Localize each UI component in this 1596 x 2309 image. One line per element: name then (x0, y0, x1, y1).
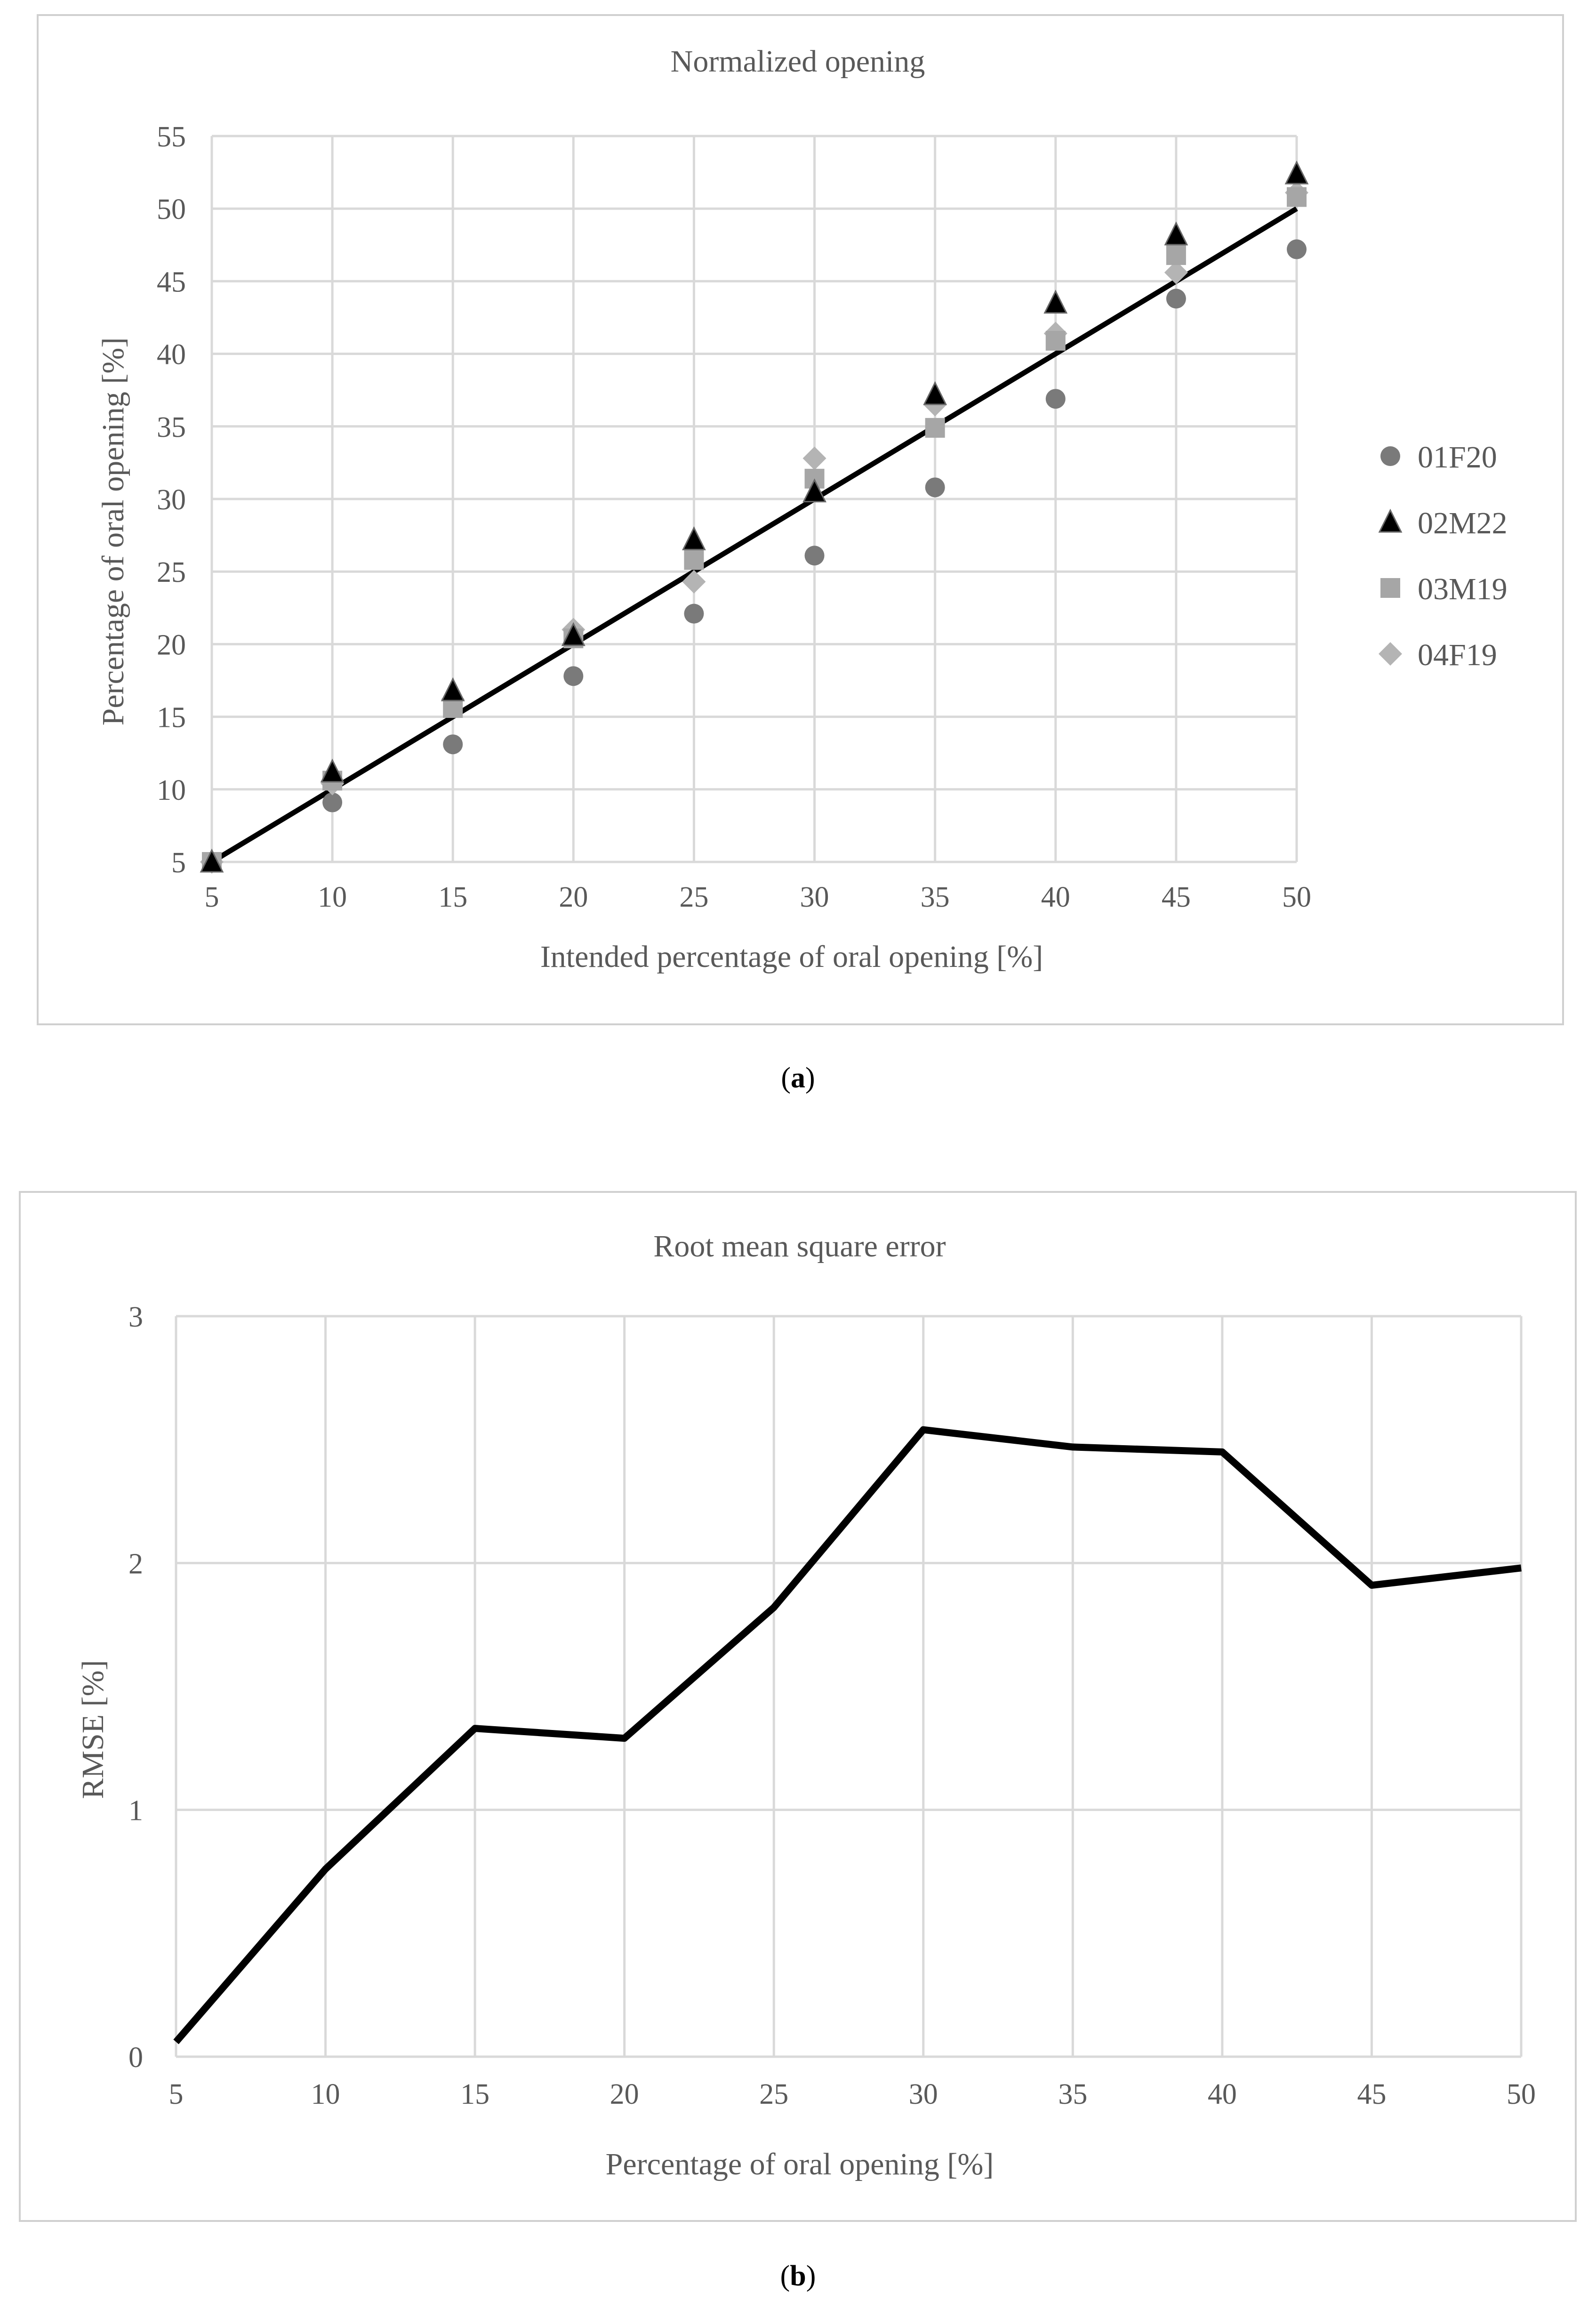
point-03M19 (443, 698, 463, 718)
chart-a-ylabel: Percentage of oral opening [%] (96, 338, 130, 726)
chart-a-reference-line (210, 206, 1298, 864)
x-tick-label: 45 (1357, 2078, 1386, 2110)
y-tick-label: 1 (128, 1795, 143, 1827)
caption-a: (a) (781, 1062, 815, 1094)
x-tick-label: 25 (679, 881, 708, 913)
chart-b-title: Root mean square error (653, 1229, 946, 1263)
legend-marker-02M22 (1378, 508, 1403, 533)
x-tick-label: 45 (1162, 881, 1191, 913)
chart-a-gridlines (210, 135, 1298, 863)
y-tick-label: 25 (157, 556, 186, 588)
point-02M22 (200, 848, 224, 873)
point-03M19 (684, 550, 704, 570)
x-tick-label: 40 (1041, 881, 1070, 913)
x-tick-label: 20 (610, 2078, 639, 2110)
x-tick-label: 15 (460, 2078, 489, 2110)
x-tick-label: 10 (311, 2078, 340, 2110)
point-01F20 (1045, 389, 1066, 409)
y-tick-label: 0 (128, 2042, 143, 2074)
x-tick-label: 15 (438, 881, 467, 913)
y-tick-label: 10 (157, 774, 186, 806)
point-02M22 (1284, 160, 1309, 185)
point-01F20 (1287, 239, 1307, 259)
legend-label: 03M19 (1418, 572, 1508, 606)
point-02M22 (802, 478, 826, 503)
point-01F20 (804, 546, 825, 566)
x-tick-label: 35 (921, 881, 950, 913)
legend-label: 02M22 (1418, 506, 1508, 540)
y-tick-label: 50 (157, 193, 186, 225)
legend-label: 01F20 (1418, 440, 1497, 475)
point-03M19 (1287, 187, 1307, 207)
y-tick-label: 30 (157, 484, 186, 516)
y-tick-label: 45 (157, 266, 186, 298)
x-tick-label: 50 (1507, 2078, 1536, 2110)
point-04F19 (1164, 260, 1188, 284)
point-02M22 (682, 526, 706, 550)
y-tick-label: 40 (157, 339, 186, 371)
chart-a-xlabel: Intended percentage of oral opening [%] (540, 940, 1043, 974)
chart-a-points (200, 160, 1309, 874)
normalized-opening-chart: Normalized opening 5 10 15 20 25 30 35 40 45 50 5 1… (96, 44, 1508, 974)
chart-a-tick-labels: 5 10 15 20 25 30 35 40 45 50 5 10 15 20 25 30 35 40 45 50 55 (157, 121, 1311, 913)
point-01F20 (563, 666, 584, 686)
chart-b-ylabel: RMSE [%] (76, 1660, 110, 1799)
chart-b-series (173, 1426, 1522, 2044)
y-tick-label: 20 (157, 629, 186, 661)
chart-b-xlabel: Percentage of oral opening [%] (606, 2147, 994, 2181)
x-tick-label: 10 (318, 881, 347, 913)
point-02M22 (561, 622, 585, 646)
point-04F19 (802, 446, 826, 470)
point-03M19 (925, 418, 945, 438)
point-01F20 (322, 792, 343, 813)
y-tick-label: 3 (128, 1301, 143, 1333)
chart-a-title: Normalized opening (671, 44, 925, 79)
x-tick-label: 40 (1208, 2078, 1237, 2110)
rmse-chart: Root mean square error 5 10 15 20 25 30 35 40 45… (76, 1229, 1536, 2181)
x-tick-label: 5 (205, 881, 219, 913)
x-tick-label: 35 (1058, 2078, 1087, 2110)
x-tick-label: 20 (559, 881, 588, 913)
chart-panel-a: Normalized opening 5 10 15 20 25 30 35 40 45 50 5 1… (37, 14, 1564, 1025)
reference-line (210, 206, 1298, 864)
y-tick-label: 55 (157, 121, 186, 153)
rmse-line (173, 1426, 1522, 2044)
legend-marker-04F19 (1379, 642, 1402, 666)
x-tick-label: 5 (169, 2078, 184, 2110)
point-01F20 (684, 603, 704, 624)
point-01F20 (1166, 289, 1186, 309)
y-tick-label: 15 (157, 702, 186, 734)
point-01F20 (443, 734, 463, 755)
chart-a-legend: 01F20 02M22 03M19 04F19 (1378, 440, 1508, 672)
x-tick-label: 30 (800, 881, 829, 913)
legend-label: 04F19 (1418, 638, 1497, 672)
x-tick-label: 30 (909, 2078, 938, 2110)
y-tick-label: 35 (157, 411, 186, 443)
point-02M22 (1043, 290, 1068, 314)
point-02M22 (441, 677, 465, 701)
point-01F20 (925, 477, 945, 498)
caption-b: (b) (780, 2260, 816, 2292)
x-tick-label: 25 (759, 2078, 788, 2110)
chart-b-tick-labels: 5 10 15 20 25 30 35 40 45 50 0 1 2 3 (128, 1301, 1536, 2110)
point-02M22 (923, 381, 947, 405)
point-04F19 (682, 570, 706, 594)
y-tick-label: 5 (171, 847, 186, 879)
legend-marker-03M19 (1380, 578, 1400, 598)
point-03M19 (1166, 245, 1186, 265)
point-03M19 (1045, 330, 1066, 351)
y-tick-label: 2 (128, 1548, 143, 1580)
x-tick-label: 50 (1282, 881, 1311, 913)
chart-b-gridlines (175, 1315, 1523, 2058)
point-02M22 (1164, 221, 1188, 246)
point-02M22 (320, 758, 345, 783)
chart-panel-b: Root mean square error 5 10 15 20 25 30 35 40 45… (19, 1191, 1577, 2222)
legend-marker-01F20 (1380, 446, 1400, 466)
